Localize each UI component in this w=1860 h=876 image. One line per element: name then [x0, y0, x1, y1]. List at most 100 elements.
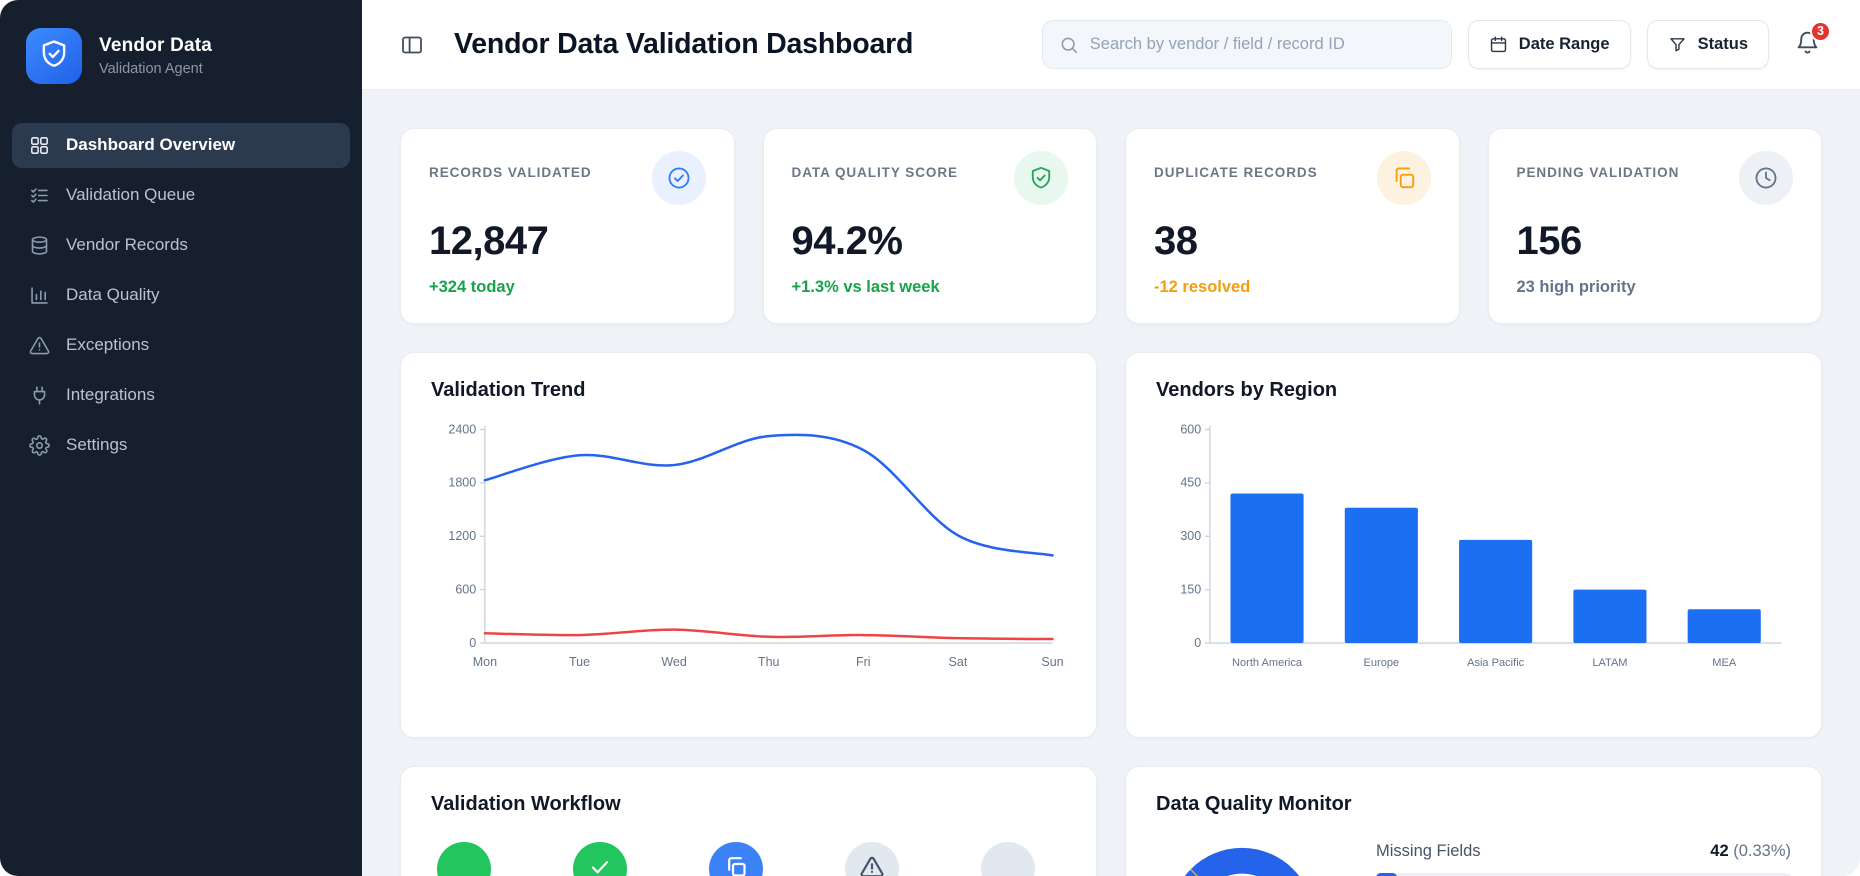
sidebar-item-exceptions[interactable]: Exceptions — [12, 323, 350, 368]
validation-trend-title: Validation Trend — [431, 379, 586, 401]
svg-text:Asia Pacific: Asia Pacific — [1467, 657, 1525, 669]
legend-row: Missing Fields 42 (0.33%) — [1376, 842, 1791, 861]
notification-badge: 3 — [1810, 20, 1831, 42]
clock-icon — [1739, 151, 1793, 205]
calendar-icon — [1489, 35, 1508, 54]
legend-progress-track — [1376, 873, 1791, 876]
quality-donut-chart — [1156, 834, 1328, 876]
brand-subtitle: Validation Agent — [99, 61, 203, 77]
data-quality-monitor-title: Data Quality Monitor — [1156, 793, 1352, 815]
database-icon — [29, 235, 50, 256]
sidebar-item-label: Settings — [66, 435, 128, 454]
workflow-step-check — [573, 842, 627, 876]
stat-top: RECORDS VALIDATED — [429, 151, 706, 205]
chart-icon — [29, 285, 50, 306]
stat-label: PENDING VALIDATION — [1516, 165, 1680, 180]
copy-icon — [724, 855, 748, 876]
date-range-button[interactable]: Date Range — [1467, 20, 1631, 69]
brand-logo — [26, 28, 82, 84]
svg-text:0: 0 — [469, 636, 476, 650]
check-circle-icon — [651, 151, 706, 205]
sidebar-item-label: Integrations — [66, 385, 155, 404]
sidebar-item-label: Vendor Records — [66, 235, 188, 254]
svg-text:North America: North America — [1232, 657, 1303, 669]
vendors-by-region-chart: 0 150 300 450 600 North America Europe Asia Pac… — [1156, 416, 1791, 676]
stat-value: 156 — [1516, 219, 1583, 263]
legend-item-missing-fields: Missing Fields 42 (0.33%) — [1376, 842, 1791, 876]
vendors-by-region-title: Vendors by Region — [1156, 379, 1338, 401]
monitor-legend: Missing Fields 42 (0.33%) — [1376, 834, 1791, 876]
search-box — [1041, 20, 1452, 69]
date-range-label: Date Range — [1518, 35, 1610, 53]
sidebar-nav: Dashboard Overview Validation Queue Vendor… — [0, 120, 362, 470]
status-button[interactable]: Status — [1646, 20, 1769, 69]
validation-workflow-title: Validation Workflow — [431, 793, 621, 815]
svg-text:Tue: Tue — [569, 655, 590, 669]
search-input[interactable] — [1089, 35, 1435, 54]
svg-text:Mon: Mon — [473, 655, 497, 669]
workflow-steps — [431, 842, 1066, 876]
notifications-button[interactable]: 3 — [1795, 20, 1831, 60]
stat-delta: 23 high priority — [1516, 278, 1636, 296]
stats-row: RECORDS VALIDATED 12,847 +324 today DATA QU… — [400, 128, 1822, 324]
check-icon — [588, 855, 612, 876]
gear-icon — [29, 434, 50, 456]
svg-text:LATAM: LATAM — [1592, 657, 1627, 669]
svg-text:Sun: Sun — [1041, 655, 1063, 669]
svg-text:MEA: MEA — [1712, 657, 1737, 669]
stat-card-pending-validation: PENDING VALIDATION 156 23 high priority — [1487, 128, 1822, 324]
workflow-step-copy — [709, 842, 763, 876]
sidebar-item-validation-queue[interactable]: Validation Queue — [12, 173, 350, 218]
sidebar-item-label: Dashboard Overview — [66, 135, 236, 154]
svg-text:Thu: Thu — [758, 655, 780, 669]
stat-top: DUPLICATE RECORDS — [1154, 151, 1431, 205]
svg-text:Wed: Wed — [661, 655, 687, 669]
sidebar-toggle-icon[interactable] — [400, 33, 424, 57]
header: Vendor Data Validation Dashboard Date Ra… — [362, 0, 1860, 90]
validation-trend-chart: 0 600 1200 1800 2400 Mon Tue Wed Thu Fri Sat Sun — [431, 416, 1066, 676]
main-content: RECORDS VALIDATED 12,847 +324 today DATA QU… — [362, 90, 1860, 876]
stat-label: RECORDS VALIDATED — [429, 165, 592, 180]
brand-title: Vendor Data — [99, 35, 213, 56]
sidebar: Vendor Data Validation Agent Dashboard O… — [0, 0, 362, 876]
svg-text:1800: 1800 — [448, 476, 476, 490]
workflow-step-warning — [845, 842, 899, 876]
stat-delta: +1.3% vs last week — [791, 278, 940, 296]
plug-icon — [29, 385, 50, 406]
stat-card-records-validated: RECORDS VALIDATED 12,847 +324 today — [400, 128, 735, 324]
stat-label: DATA QUALITY SCORE — [791, 165, 959, 180]
stat-card-duplicate-records: DUPLICATE RECORDS 38 -12 resolved — [1125, 128, 1460, 324]
legend-label: Missing Fields — [1376, 842, 1481, 860]
svg-text:0: 0 — [1194, 636, 1201, 650]
sidebar-item-label: Data Quality — [66, 285, 160, 304]
stat-top: PENDING VALIDATION — [1516, 151, 1793, 205]
vendors-by-region-card: Vendors by Region 0 150 300 450 600 North Ame… — [1125, 352, 1822, 738]
checklist-icon — [29, 185, 50, 206]
sidebar-item-integrations[interactable]: Integrations — [12, 373, 350, 418]
validation-workflow-card: Validation Workflow — [400, 766, 1097, 876]
svg-text:Fri: Fri — [856, 655, 871, 669]
brand: Vendor Data Validation Agent — [0, 0, 362, 100]
sidebar-item-vendor-records[interactable]: Vendor Records — [12, 223, 350, 268]
shield-check-icon — [1014, 151, 1068, 205]
svg-text:600: 600 — [1180, 422, 1201, 436]
charts-row: Validation Trend 0 600 1200 1800 2400 Mon Tue W… — [400, 352, 1822, 738]
legend-value: 42 (0.33%) — [1710, 842, 1791, 860]
bell-icon — [1795, 30, 1820, 60]
page-title: Vendor Data Validation Dashboard — [454, 28, 914, 60]
status-label: Status — [1697, 35, 1748, 53]
sidebar-item-dashboard-overview[interactable]: Dashboard Overview — [12, 122, 350, 168]
main-column: Vendor Data Validation Dashboard Date Ra… — [362, 0, 1860, 876]
svg-text:2400: 2400 — [448, 422, 476, 436]
svg-text:300: 300 — [1180, 529, 1201, 543]
shield-icon — [38, 38, 70, 75]
stat-delta: -12 resolved — [1154, 278, 1251, 296]
sidebar-item-data-quality[interactable]: Data Quality — [12, 273, 350, 318]
search-icon — [1059, 35, 1079, 55]
sidebar-item-settings[interactable]: Settings — [12, 423, 350, 468]
workflow-step-5 — [981, 842, 1035, 876]
svg-text:450: 450 — [1180, 476, 1201, 490]
sidebar-item-label: Validation Queue — [66, 185, 196, 204]
stat-label: DUPLICATE RECORDS — [1154, 165, 1318, 180]
bottom-row: Validation Workflow Data Quality Monitor… — [400, 766, 1822, 876]
